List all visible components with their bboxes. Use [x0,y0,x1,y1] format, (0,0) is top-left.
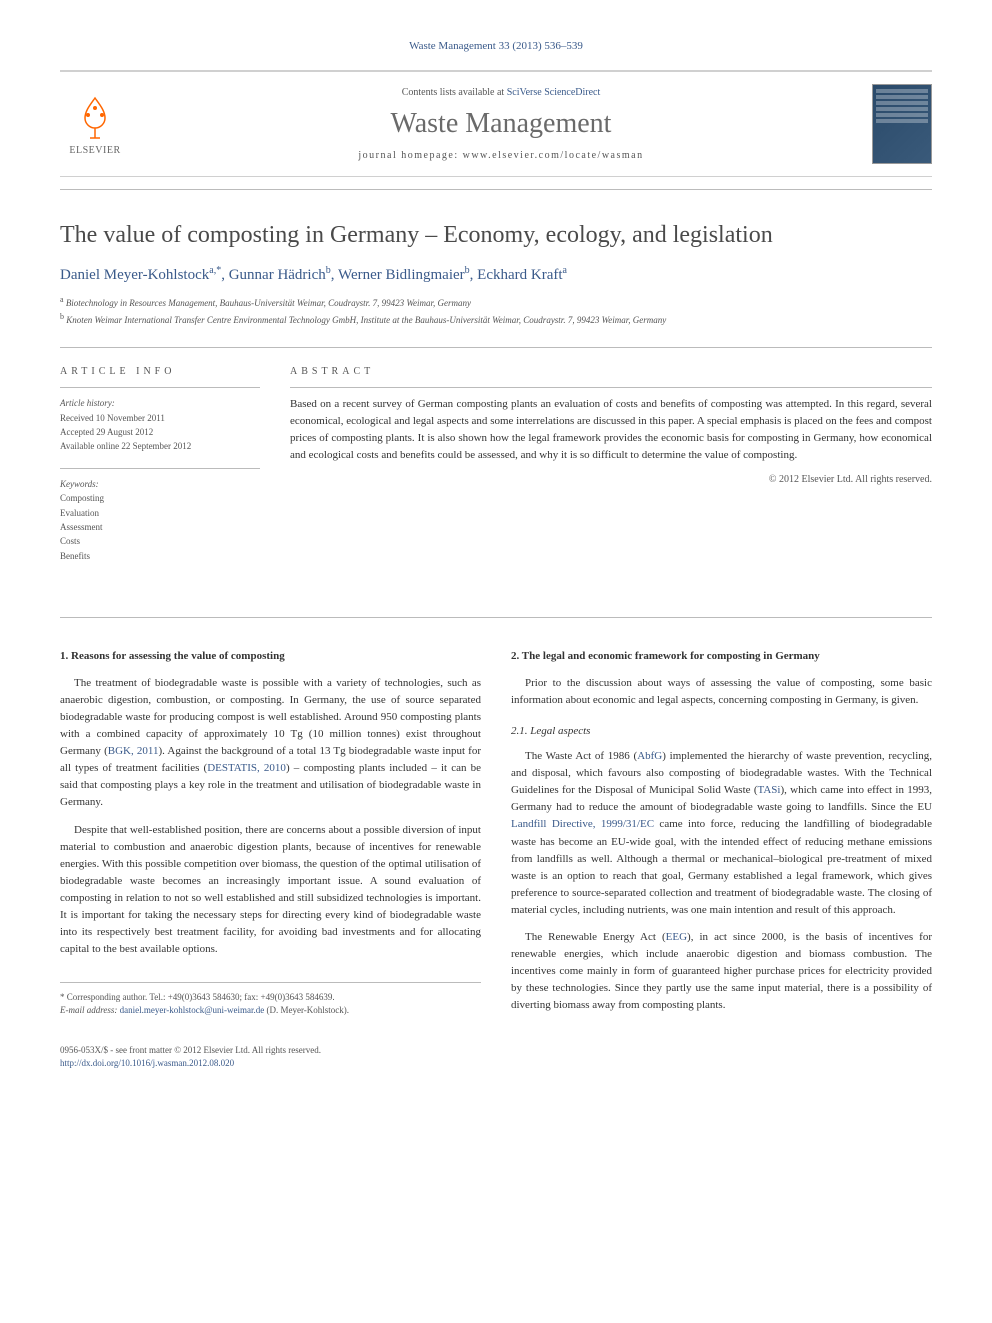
author[interactable]: Werner Bidlingmaier [338,267,465,283]
keywords-title: Keywords: [60,477,260,491]
publisher-logo-text: ELSEVIER [69,145,120,156]
doi-link[interactable]: http://dx.doi.org/10.1016/j.wasman.2012.… [60,1058,234,1068]
contents-prefix: Contents lists available at [402,87,507,98]
article-info-heading: ARTICLE INFO [60,366,260,377]
journal-header-bar: ELSEVIER Contents lists available at Sci… [60,70,932,177]
affiliation: a Biotechnology in Resources Management,… [60,294,932,311]
article-history-block: Article history: Received 10 November 20… [60,387,260,454]
homepage-prefix: journal homepage: [358,150,462,161]
citation-link[interactable]: DESTATIS, 2010 [207,762,286,774]
journal-homepage-line: journal homepage: www.elsevier.com/locat… [130,150,872,161]
header-citation: Waste Management 33 (2013) 536–539 [60,40,932,52]
body-paragraph: Prior to the discussion about ways of as… [511,675,932,709]
keyword: Assessment [60,520,260,534]
body-paragraph: The Renewable Energy Act (EEG), in act s… [511,929,932,1014]
keyword: Costs [60,534,260,548]
left-column: 1. Reasons for assessing the value of co… [60,648,481,1024]
citation-link[interactable]: AbfG [637,750,662,762]
divider [60,189,932,190]
history-line: Received 10 November 2011 [60,411,260,425]
journal-cover-thumbnail [872,84,932,164]
author[interactable]: Daniel Meyer-Kohlstock [60,267,209,283]
corresponding-author-footer: * Corresponding author. Tel.: +49(0)3643… [60,982,481,1018]
corresponding-email-line: E-mail address: daniel.meyer-kohlstock@u… [60,1004,481,1018]
right-column: 2. The legal and economic framework for … [511,648,932,1024]
author[interactable]: Eckhard Kraft [477,267,562,283]
author-sup: a,* [209,265,221,276]
email-link[interactable]: daniel.meyer-kohlstock@uni-weimar.de [120,1005,265,1015]
section-heading: 1. Reasons for assessing the value of co… [60,648,481,665]
history-line: Available online 22 September 2012 [60,439,260,453]
history-line: Accepted 29 August 2012 [60,425,260,439]
keyword: Evaluation [60,506,260,520]
citation-link[interactable]: EEG [666,931,687,943]
affiliation: b Knoten Weimar International Transfer C… [60,311,932,328]
authors-line: Daniel Meyer-Kohlstocka,*, Gunnar Hädric… [60,265,932,284]
body-paragraph: Despite that well-established position, … [60,822,481,958]
abstract-copyright: © 2012 Elsevier Ltd. All rights reserved… [290,474,932,485]
body-columns: 1. Reasons for assessing the value of co… [60,648,932,1024]
affiliations: a Biotechnology in Resources Management,… [60,294,932,327]
article-info-column: ARTICLE INFO Article history: Received 1… [60,366,260,577]
section-heading: 2. The legal and economic framework for … [511,648,932,665]
author[interactable]: Gunnar Hädrich [229,267,326,283]
citation-link[interactable]: TASi [757,784,780,796]
citation-link[interactable]: Landfill Directive, 1999/31/EC [511,818,654,830]
author-sup: a [563,265,567,276]
author-sup: b [326,265,331,276]
body-paragraph: The Waste Act of 1986 (AbfG) implemented… [511,748,932,918]
issn-copyright-line: 0956-053X/$ - see front matter © 2012 El… [60,1044,932,1058]
keywords-block: Keywords: Composting Evaluation Assessme… [60,468,260,563]
keyword: Composting [60,491,260,505]
contents-available-line: Contents lists available at SciVerse Sci… [130,87,872,98]
sciencedirect-link[interactable]: SciVerse ScienceDirect [507,87,601,98]
header-center: Contents lists available at SciVerse Sci… [130,87,872,161]
subsection-heading: 2.1. Legal aspects [511,723,932,740]
info-abstract-row: ARTICLE INFO Article history: Received 1… [60,366,932,577]
citation-link[interactable]: BGK, 2011 [108,745,159,757]
page-footer: 0956-053X/$ - see front matter © 2012 El… [60,1044,932,1071]
history-title: Article history: [60,396,260,410]
elsevier-tree-icon [70,93,120,143]
divider [60,347,932,348]
publisher-logo: ELSEVIER [60,84,130,164]
abstract-column: ABSTRACT Based on a recent survey of Ger… [290,366,932,577]
divider [60,617,932,618]
abstract-text: Based on a recent survey of German compo… [290,387,932,464]
body-paragraph: The treatment of biodegradable waste is … [60,675,481,811]
journal-name: Waste Management [130,108,872,140]
abstract-heading: ABSTRACT [290,366,932,377]
title-section: The value of composting in Germany – Eco… [60,220,932,327]
homepage-url[interactable]: www.elsevier.com/locate/wasman [463,150,644,161]
author-sup: b [465,265,470,276]
keyword: Benefits [60,549,260,563]
paper-title: The value of composting in Germany – Eco… [60,220,932,251]
corresponding-author-line: * Corresponding author. Tel.: +49(0)3643… [60,991,481,1005]
